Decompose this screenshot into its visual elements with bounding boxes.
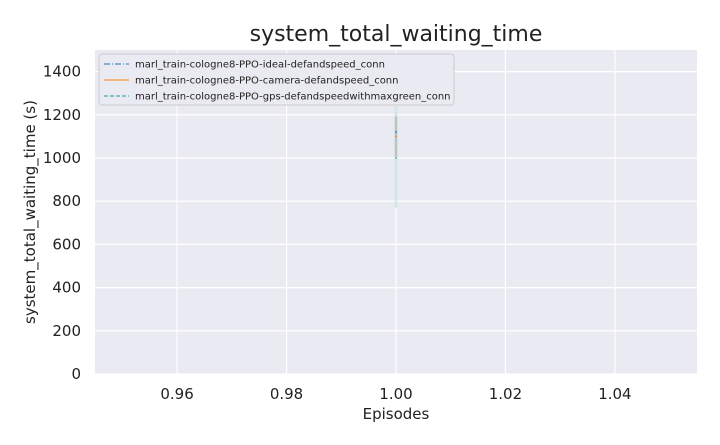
x-tick-label: 0.96 [160,385,193,403]
series-1-point [395,131,397,133]
y-tick-label: 600 [52,235,81,253]
legend-label: marl_train-cologne8-PPO-camera-defandspe… [135,76,399,87]
y-tick-labels: 0 200 400 600 800 1000 1200 1400 [43,63,81,383]
y-tick-label: 200 [52,322,81,340]
series-3-point [395,157,397,159]
series-2-point [395,135,397,138]
legend-box [98,53,455,106]
x-axis-label: Episodes [363,405,430,423]
legend: marl_train-cologne8-PPO-ideal-defandspee… [98,53,455,106]
confidence-bands [394,106,398,208]
y-tick-label: 400 [52,279,81,297]
x-tick-label: 1.02 [489,385,522,403]
x-tick-labels: 0.96 0.98 1.00 1.02 1.04 [160,385,631,403]
y-tick-label: 1000 [43,149,81,167]
legend-label: marl_train-cologne8-PPO-ideal-defandspee… [135,60,385,71]
series-lines [395,131,397,159]
chart-title: system_total_waiting_time [250,22,543,47]
y-tick-label: 800 [52,192,81,210]
x-tick-label: 1.00 [379,385,412,403]
x-tick-label: 1.04 [598,385,631,403]
y-axis-label: system_total_waiting_time (s) [21,100,40,324]
y-tick-label: 1200 [43,106,81,124]
y-tick-label: 0 [71,365,81,383]
series-3-band [394,106,398,208]
legend-label: marl_train-cologne8-PPO-gps-defandspeedw… [135,92,451,103]
y-tick-label: 1400 [43,63,81,81]
x-tick-label: 0.98 [270,385,303,403]
